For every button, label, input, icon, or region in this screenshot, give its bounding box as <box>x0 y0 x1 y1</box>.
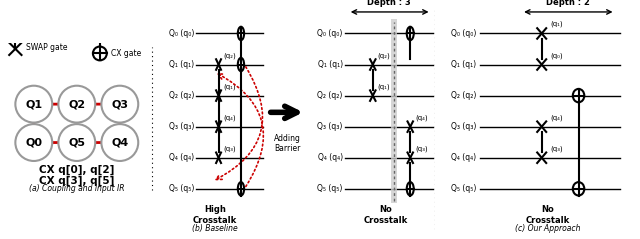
Text: Q₁ (q₁): Q₁ (q₁) <box>317 60 343 69</box>
Text: (q₁): (q₁) <box>378 83 390 90</box>
Text: (a) Coupling and input IR: (a) Coupling and input IR <box>29 184 125 193</box>
Circle shape <box>101 86 138 123</box>
Text: Depth : 3: Depth : 3 <box>367 0 411 7</box>
Text: Q5: Q5 <box>68 137 85 147</box>
Text: Q₂ (q₂): Q₂ (q₂) <box>317 91 343 100</box>
Circle shape <box>238 58 244 71</box>
Text: (q₃): (q₃) <box>223 145 236 152</box>
Text: Q₄ (q₄): Q₄ (q₄) <box>317 153 343 162</box>
Text: No
Crosstalk: No Crosstalk <box>363 205 408 225</box>
Text: Q1: Q1 <box>25 99 42 109</box>
Text: (q₃): (q₃) <box>415 145 428 152</box>
Text: (q₄): (q₄) <box>223 114 236 121</box>
Text: (q₁): (q₁) <box>550 21 563 27</box>
Text: (q₄): (q₄) <box>550 114 563 121</box>
Text: Q₃ (q₃): Q₃ (q₃) <box>317 122 343 131</box>
Circle shape <box>238 27 244 40</box>
Text: No
Crosstalk: No Crosstalk <box>525 205 570 225</box>
Text: Q3: Q3 <box>111 99 128 109</box>
Circle shape <box>407 27 413 40</box>
Circle shape <box>101 124 138 161</box>
Text: (q₃): (q₃) <box>550 145 563 152</box>
Text: Q₃ (q₃): Q₃ (q₃) <box>451 122 476 131</box>
Bar <box>391 19 397 203</box>
Text: Q₀ (q₀): Q₀ (q₀) <box>317 29 343 38</box>
Text: Q4: Q4 <box>111 137 129 147</box>
Text: CX gate: CX gate <box>111 49 141 58</box>
Circle shape <box>15 124 52 161</box>
Text: High
Crosstalk: High Crosstalk <box>193 205 237 225</box>
Text: Q₄ (q₄): Q₄ (q₄) <box>451 153 476 162</box>
Text: Q₅ (q₅): Q₅ (q₅) <box>451 184 476 193</box>
Text: Q₅ (q₅): Q₅ (q₅) <box>168 184 194 193</box>
Text: (q₀): (q₀) <box>550 52 563 59</box>
Text: (b) Baseline: (b) Baseline <box>193 224 238 233</box>
Circle shape <box>573 89 584 102</box>
Text: Adding
Barrier: Adding Barrier <box>274 134 301 153</box>
Text: Q₃ (q₃): Q₃ (q₃) <box>168 122 194 131</box>
Text: (q₂): (q₂) <box>223 52 236 59</box>
Text: Q₁ (q₁): Q₁ (q₁) <box>169 60 194 69</box>
Text: Q₀ (q₀): Q₀ (q₀) <box>168 29 194 38</box>
Text: (q₁): (q₁) <box>223 83 236 90</box>
Text: (q₂): (q₂) <box>378 52 390 59</box>
Text: Q₂ (q₂): Q₂ (q₂) <box>451 91 476 100</box>
Text: CX q[0], q[2]: CX q[0], q[2] <box>39 165 115 175</box>
Text: SWAP gate: SWAP gate <box>26 43 68 52</box>
Text: Q₀ (q₀): Q₀ (q₀) <box>451 29 476 38</box>
Circle shape <box>573 182 584 196</box>
Text: Q₅ (q₅): Q₅ (q₅) <box>317 184 343 193</box>
Text: Q₂ (q₂): Q₂ (q₂) <box>168 91 194 100</box>
Text: (c) Our Approach: (c) Our Approach <box>515 224 580 233</box>
Text: (q₄): (q₄) <box>415 114 428 121</box>
Text: Q0: Q0 <box>26 137 42 147</box>
Circle shape <box>58 86 95 123</box>
Circle shape <box>58 124 95 161</box>
Text: Q2: Q2 <box>68 99 85 109</box>
Text: CX q[3], q[5]: CX q[3], q[5] <box>39 176 115 186</box>
Circle shape <box>15 86 52 123</box>
Circle shape <box>93 47 107 60</box>
Text: Q₁ (q₁): Q₁ (q₁) <box>451 60 476 69</box>
Circle shape <box>407 182 413 196</box>
Text: Depth : 2: Depth : 2 <box>547 0 590 7</box>
Circle shape <box>238 182 244 196</box>
Text: Q₄ (q₄): Q₄ (q₄) <box>169 153 194 162</box>
